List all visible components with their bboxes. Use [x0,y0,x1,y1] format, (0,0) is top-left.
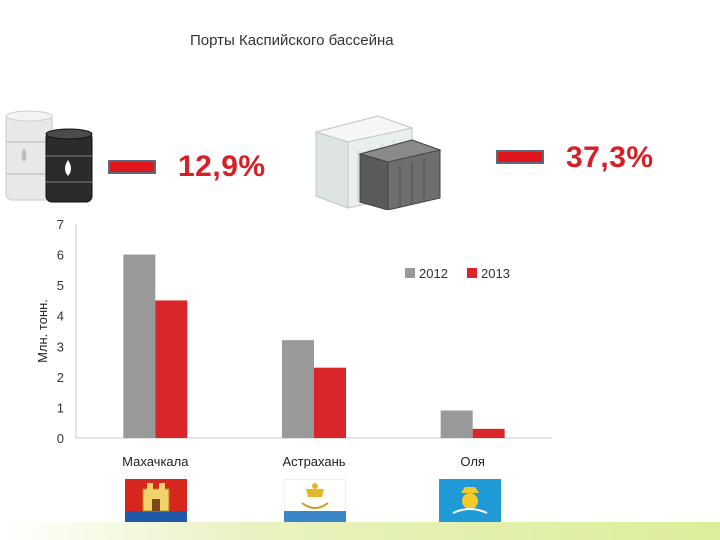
x-tick-label: Махачкала [122,454,189,469]
y-tick-label: 0 [57,431,64,446]
y-tick-label: 2 [57,370,64,385]
bar-2012-1 [282,340,314,438]
bar-2013-1 [314,367,346,438]
olya-emblem-icon [439,479,501,523]
legend-swatch-2013 [467,268,477,278]
y-tick-label: 6 [57,248,64,263]
legend-label: 2012 [419,266,448,281]
makhachkala-emblem-icon [125,479,187,523]
bar-2013-2 [472,428,505,438]
y-tick-label: 3 [57,339,64,354]
x-tick-label: Оля [460,454,485,469]
y-tick-label: 4 [57,309,64,324]
bar-2012-2 [440,410,473,438]
decrease-bar-containers [496,150,544,164]
y-tick-label: 7 [57,217,64,232]
bar-2012-0 [123,254,156,438]
oil-barrels-icon [5,110,93,203]
legend-label: 2013 [481,266,510,281]
decrease-bar-oil [108,160,156,174]
y-tick-label: 5 [57,278,64,293]
bottom-decorative-strip [0,522,720,540]
bar-2013-0 [155,300,188,438]
cargo-containers-icon [314,115,442,210]
y-tick-label: 1 [57,400,64,415]
y-axis-label: Млн. тонн. [35,299,50,363]
oil-change-value: 12,9% [178,150,266,183]
astrakhan-emblem-icon [284,479,346,523]
slide-title: Порты Каспийского бассейна [190,32,394,49]
legend-swatch-2012 [405,268,415,278]
x-tick-label: Астрахань [282,454,345,469]
container-change-value: 37,3% [566,141,654,174]
